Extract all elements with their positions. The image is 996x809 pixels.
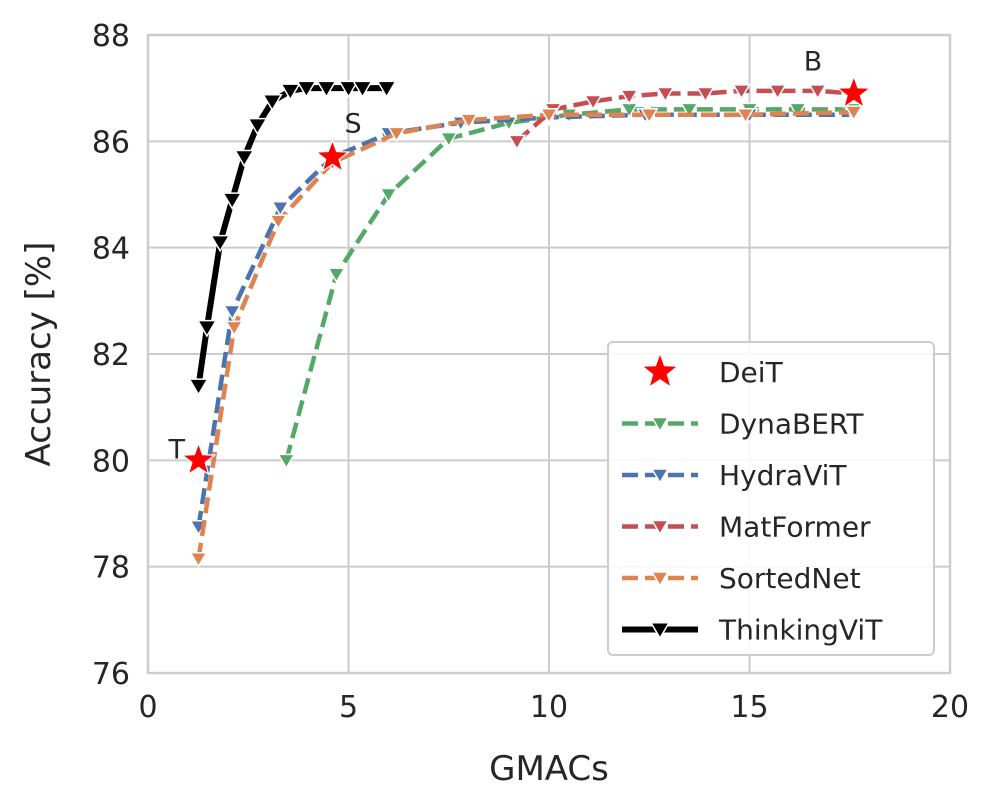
x-axis-label: GMACs <box>489 749 609 789</box>
series-sortednet <box>189 105 864 568</box>
y-tick-label: 82 <box>92 338 130 373</box>
data-point <box>844 105 864 122</box>
legend-label: MatFormer <box>719 511 871 544</box>
data-point <box>439 131 459 148</box>
data-point <box>277 453 296 470</box>
data-point <box>788 102 807 119</box>
data-point <box>196 319 218 338</box>
data-point <box>233 149 255 168</box>
y-tick-label: 76 <box>92 657 130 692</box>
data-point <box>352 80 373 99</box>
data-point <box>271 201 290 217</box>
annotation-b: B <box>804 46 823 77</box>
x-tick-label: 0 <box>138 690 157 725</box>
y-axis-label: Accuracy [%] <box>19 242 59 467</box>
legend-box <box>607 341 935 656</box>
data-point <box>221 192 243 210</box>
data-point <box>327 267 346 284</box>
data-point-star <box>314 138 351 173</box>
x-tick-label: 5 <box>339 690 358 725</box>
data-point <box>247 117 268 136</box>
legend-marker <box>650 571 670 588</box>
data-point <box>539 108 559 124</box>
data-point <box>189 551 208 568</box>
legend-item-sortednet: SortedNet <box>622 562 861 595</box>
series-thinkingvit <box>188 80 397 396</box>
data-point <box>736 108 755 124</box>
y-tick-label: 86 <box>92 125 130 160</box>
legend-marker <box>649 622 671 640</box>
series-layer <box>180 74 872 568</box>
data-point <box>459 113 479 130</box>
legend-label: DynaBERT <box>719 408 864 441</box>
data-point <box>768 84 787 100</box>
legend-marker <box>650 519 670 536</box>
x-tick-label: 10 <box>530 690 568 725</box>
data-point <box>316 80 337 99</box>
data-point <box>280 83 301 101</box>
data-point <box>222 304 242 321</box>
y-tick-label: 78 <box>92 551 130 586</box>
point-annotations: T S B <box>168 46 823 465</box>
data-point <box>379 187 398 204</box>
data-point <box>209 234 231 253</box>
legend-item-matformer: MatFormer <box>622 511 871 544</box>
x-tick-label: 15 <box>730 690 768 725</box>
data-point <box>655 86 675 103</box>
legend-item-hydravit: HydraViT <box>622 459 847 492</box>
data-point <box>296 80 317 99</box>
legend-item-dynabert: DynaBERT <box>622 408 864 441</box>
data-point <box>224 320 244 337</box>
legend-label: DeiT <box>719 356 784 389</box>
y-tick-label: 84 <box>92 232 130 267</box>
legend-label: ThinkingViT <box>718 614 883 647</box>
series-line <box>196 109 854 560</box>
annotation-t: T <box>168 434 186 465</box>
data-point <box>188 378 209 396</box>
annotation-s: S <box>344 108 361 139</box>
data-point <box>680 102 699 119</box>
x-tick-label: 20 <box>931 690 969 725</box>
data-point <box>376 80 397 99</box>
legend-marker <box>650 468 670 485</box>
data-point <box>583 94 603 111</box>
legend-item-deit: DeiT <box>643 355 784 389</box>
data-point <box>639 108 659 124</box>
y-tick-label: 88 <box>92 19 130 54</box>
data-point <box>507 134 527 151</box>
data-point <box>269 214 288 231</box>
data-point <box>387 126 406 143</box>
data-point <box>732 84 751 100</box>
data-point-star <box>180 441 217 476</box>
legend: DeiT DynaBERT HydraViT MatFormer SortedNet Th… <box>607 341 935 656</box>
plot-frame <box>146 33 952 675</box>
legend-star-icon <box>643 355 677 386</box>
series-deit <box>180 74 872 476</box>
data-point <box>619 89 639 106</box>
legend-label: SortedNet <box>719 562 861 595</box>
data-point <box>696 86 715 103</box>
data-point-star <box>835 74 872 109</box>
legend-item-thinkingvit: ThinkingViT <box>622 614 883 647</box>
legend-label: HydraViT <box>719 459 847 492</box>
data-point <box>808 84 827 100</box>
y-tick-label: 80 <box>92 444 130 479</box>
data-point <box>261 93 283 112</box>
data-point <box>338 80 359 99</box>
legend-marker <box>650 416 670 433</box>
tick-labels: 0 5 10 15 20 76 78 80 82 84 86 88 <box>92 19 969 725</box>
